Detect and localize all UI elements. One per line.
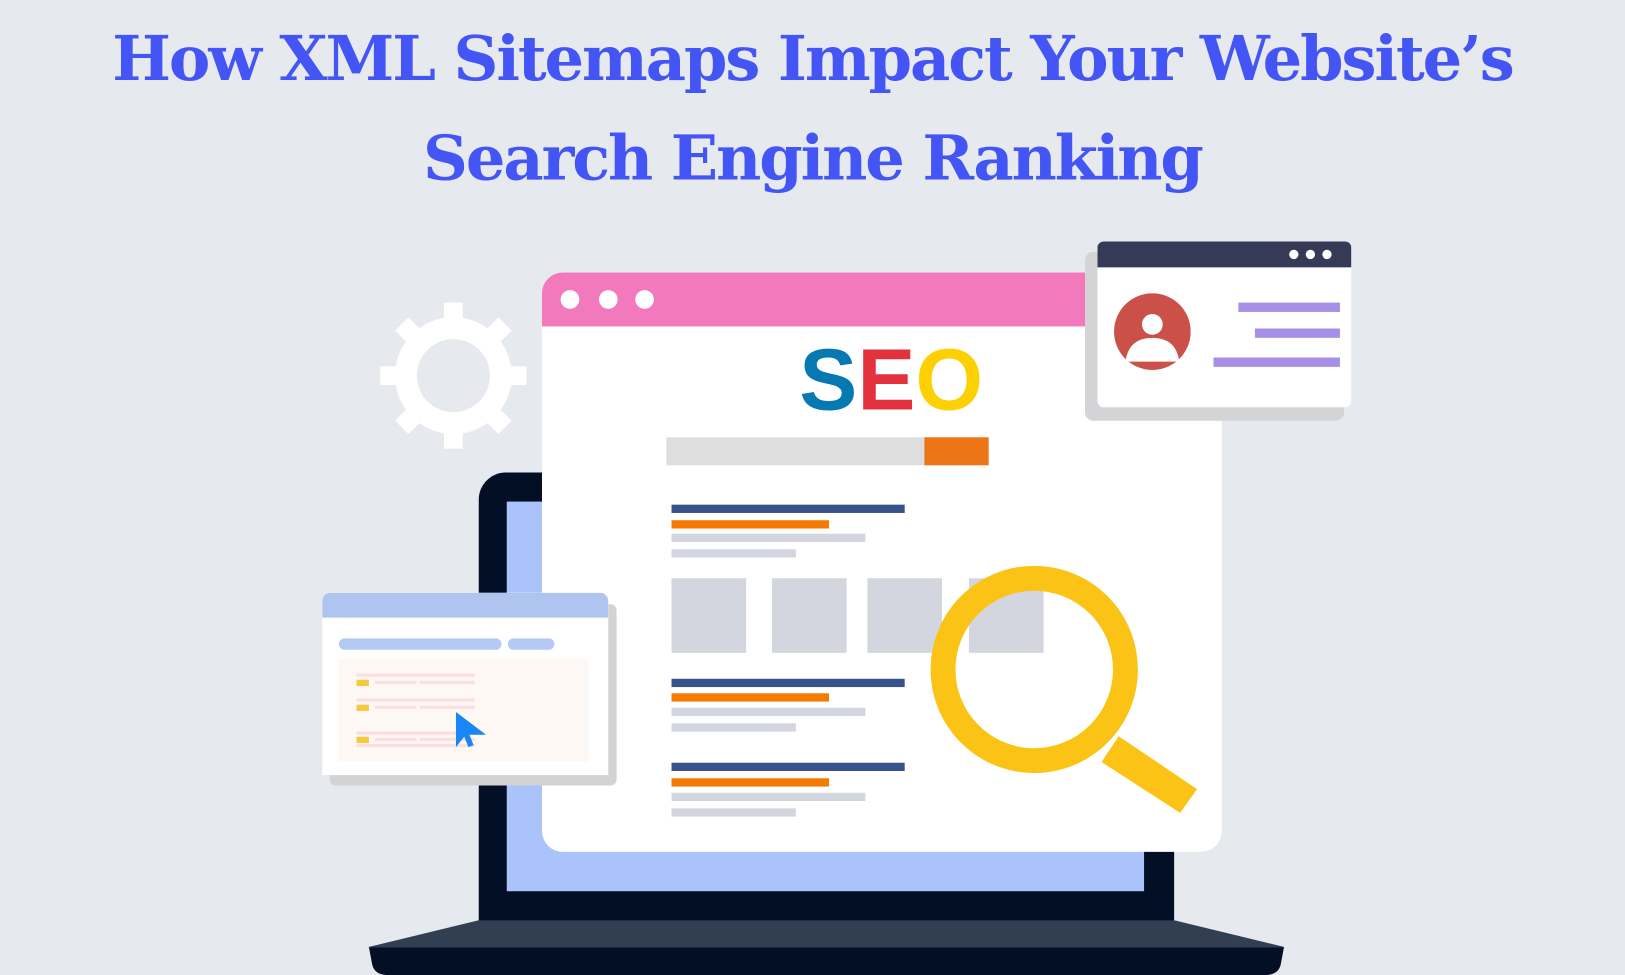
magnifier-icon bbox=[930, 565, 1198, 813]
seo-letter-s: S bbox=[799, 330, 858, 428]
seo-letter-o: O bbox=[915, 330, 984, 428]
cursor-icon bbox=[455, 711, 487, 748]
title-line-1: How XML Sitemaps Impact Your Website’s bbox=[112, 22, 1514, 96]
profile-window bbox=[1097, 241, 1352, 408]
search-page-window bbox=[322, 592, 609, 776]
seo-progress-bar bbox=[666, 437, 989, 466]
seo-letter-e: E bbox=[857, 330, 916, 428]
search-button bbox=[507, 638, 555, 650]
progress-fill bbox=[924, 437, 989, 466]
gear-icon bbox=[380, 302, 527, 449]
title-line-2: Search Engine Ranking bbox=[423, 122, 1204, 195]
seo-logo: SEO bbox=[542, 333, 1222, 426]
search-box bbox=[338, 638, 502, 650]
user-avatar-icon bbox=[1114, 293, 1191, 370]
